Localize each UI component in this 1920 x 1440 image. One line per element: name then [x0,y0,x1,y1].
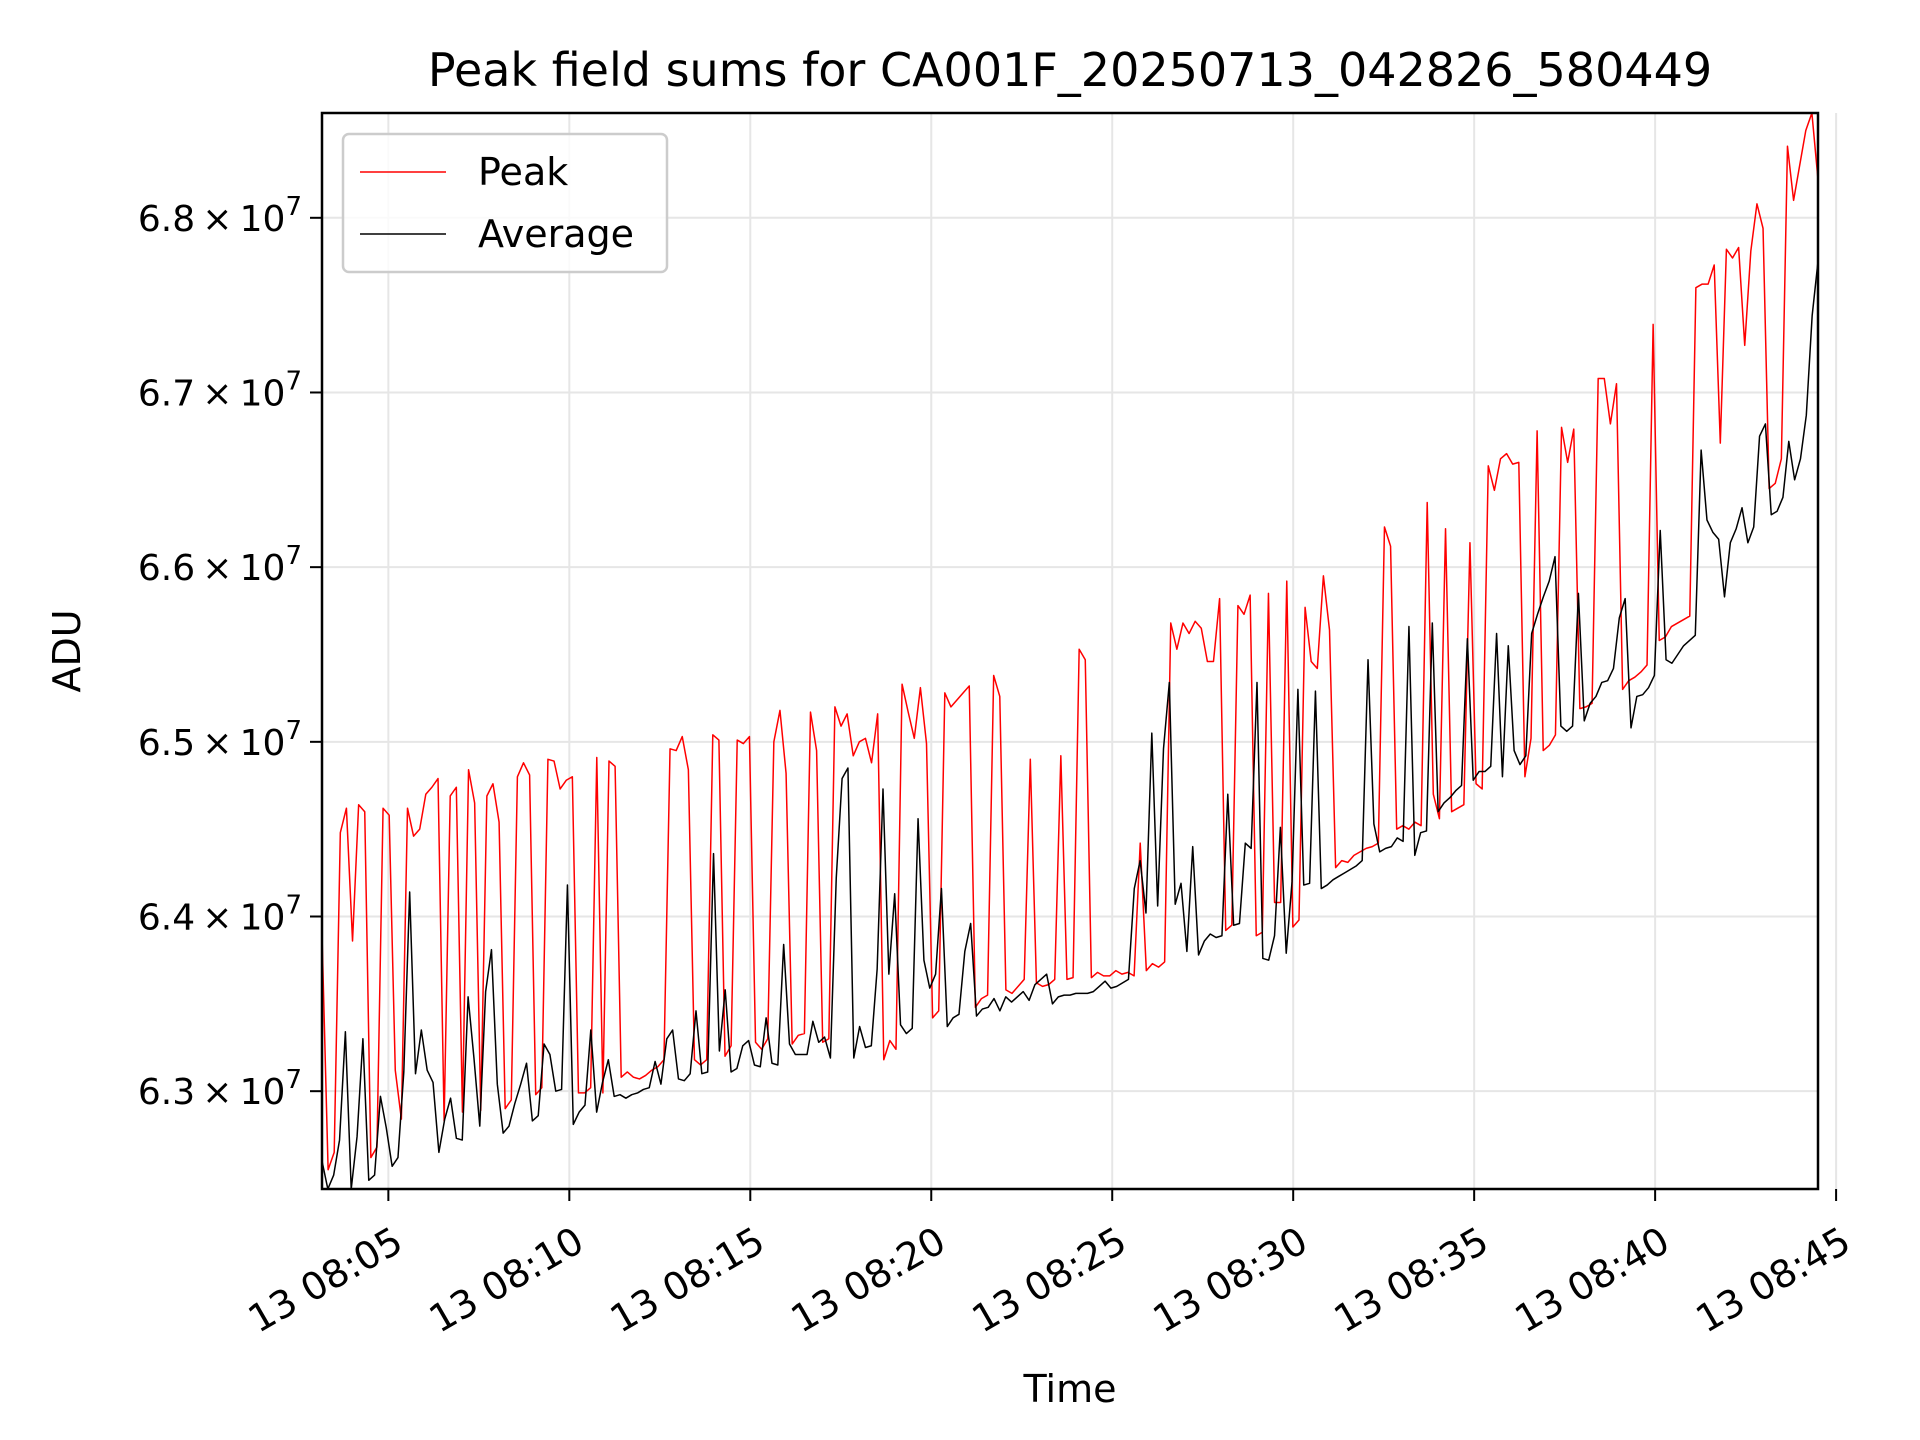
x-tick-label: 13 08:20 [784,1218,953,1341]
series-layer [322,113,1818,1189]
plot-frame [320,111,1820,1191]
x-tick-label: 13 08:25 [965,1218,1134,1341]
grid [322,113,1838,1189]
y-tick-label: 6.3 × 107 [138,1065,302,1113]
series-line-average [322,261,1818,1189]
x-tick-label: 13 08:30 [1146,1218,1315,1341]
legend-box [341,132,669,274]
y-tick-label: 6.4 × 107 [138,891,302,939]
x-axis: 13 08:05 13 08:10 13 08:15 13 08:20 13 08:25… [241,1189,1858,1341]
legend-label-peak: Peak [478,150,568,194]
y-tick-label: 6.6 × 107 [138,541,302,589]
y-tick-label: 6.7 × 107 [138,366,302,414]
series-line-peak [322,113,1818,1171]
x-tick-label: 13 08:05 [241,1218,410,1341]
x-tick-label: 13 08:15 [603,1218,772,1341]
x-axis-label: Time [1023,1367,1117,1411]
y-axis: 6.3 × 107 6.4 × 107 6.5 × 107 6.6 × 107 6.7 … [138,192,322,1113]
legend: Peak Average [341,132,669,274]
y-tick-label: 6.5 × 107 [138,716,302,764]
x-tick-label: 13 08:35 [1327,1218,1496,1341]
y-axis-label: ADU [45,609,89,692]
y-tick-label: 6.8 × 107 [138,192,302,240]
chart-title: Peak field sums for CA001F_20250713_0428… [428,43,1712,97]
x-tick-label: 13 08:45 [1689,1218,1858,1341]
legend-label-average: Average [478,212,634,256]
x-tick-label: 13 08:40 [1508,1218,1677,1341]
x-tick-label: 13 08:10 [422,1218,591,1341]
